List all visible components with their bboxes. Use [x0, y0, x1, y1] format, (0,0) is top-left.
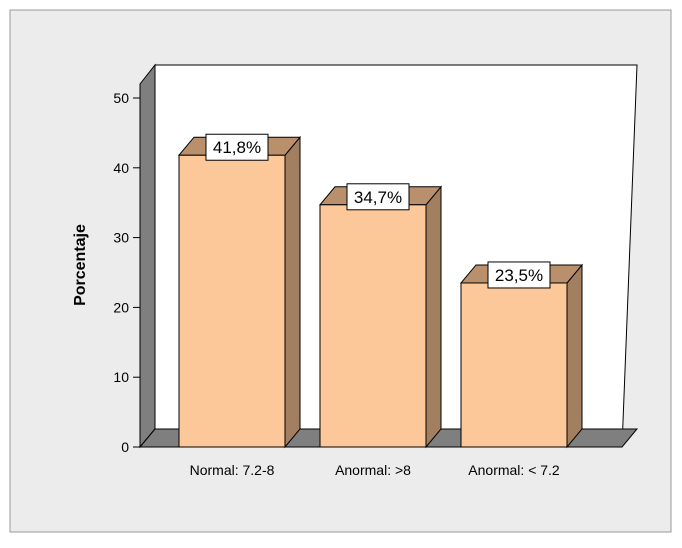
data-label-box: [346, 183, 410, 211]
data-label-text: 41,8%: [213, 138, 261, 157]
data-label-text: 34,7%: [354, 188, 402, 207]
bar: 23,5%: [459, 261, 584, 449]
side-wall: [139, 63, 156, 449]
bar: 41,8%: [177, 133, 302, 449]
y-tick-label: 0: [121, 439, 129, 455]
bar-side: [284, 135, 301, 449]
data-label-box: [487, 261, 551, 289]
x-tick-label: Anormal: < 7.2: [468, 462, 560, 478]
data-label: 41,8%: [205, 133, 269, 161]
data-label-box: [205, 133, 269, 161]
y-axis: 0 10 20 30 40 50: [113, 90, 141, 455]
bar-front: [178, 154, 286, 448]
y-tick-label: 30: [113, 230, 129, 246]
bar: 34,7%: [318, 183, 443, 449]
data-label: 23,5%: [487, 261, 551, 289]
data-label-text: 23,5%: [495, 266, 543, 285]
y-tick-label: 50: [113, 90, 129, 106]
y-tick-label: 10: [113, 369, 129, 385]
y-tick-label: 40: [113, 160, 129, 176]
x-tick-label: Anormal: >8: [335, 462, 411, 478]
y-axis-label: Porcentaje: [72, 224, 89, 306]
bar-side: [566, 263, 583, 449]
bar-side: [425, 185, 442, 449]
x-tick-label: Normal: 7.2-8: [190, 462, 275, 478]
data-label: 34,7%: [346, 183, 410, 211]
bar-front: [460, 282, 568, 448]
bar-front: [319, 204, 427, 448]
x-axis-labels: Normal: 7.2-8 Anormal: >8 Anormal: < 7.2: [190, 462, 560, 478]
y-tick-label: 20: [113, 299, 129, 315]
bars: 41,8% 34,7% 23,5%: [177, 133, 584, 449]
